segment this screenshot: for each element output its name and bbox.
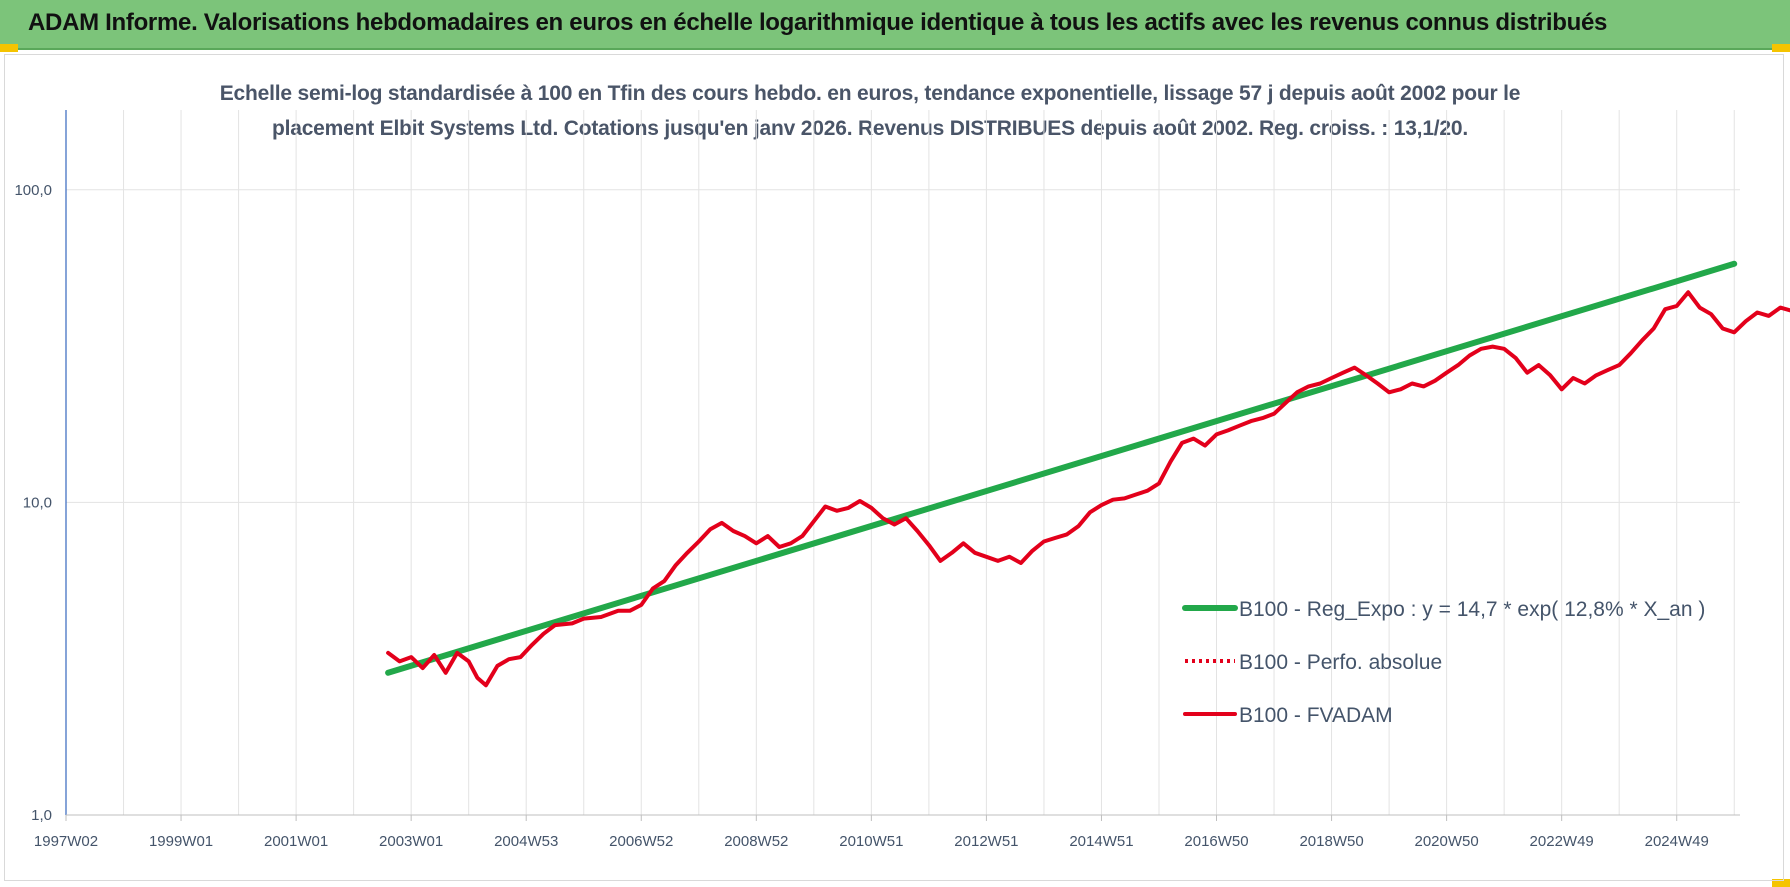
x-tick-label: 2020W50 — [1415, 833, 1479, 850]
series-regression-line — [385, 260, 1738, 676]
chart-subtitle: Echelle semi-log standardisée à 100 en T… — [160, 76, 1580, 146]
corner-marker-left — [0, 44, 18, 52]
x-tick-label: 2001W01 — [264, 833, 328, 850]
x-tick-label: 1999W01 — [149, 833, 213, 850]
corner-marker-right — [1772, 44, 1790, 52]
page-title: ADAM Informe. Valorisations hebdomadaire… — [28, 9, 1608, 36]
legend-label: B100 - Reg_Expo : y = 14,7 * exp( 12,8% … — [1239, 598, 1705, 621]
x-tick-label: 2004W53 — [494, 833, 558, 850]
x-tick-label: 2022W49 — [1530, 833, 1594, 850]
series-fvadam-line — [386, 290, 1790, 688]
chart-frame — [4, 54, 1784, 881]
y-tick-label: 10,0 — [23, 494, 52, 511]
x-tick-label: 2010W51 — [839, 833, 903, 850]
legend-label: B100 - FVADAM — [1239, 704, 1393, 727]
title-bar: ADAM Informe. Valorisations hebdomadaire… — [0, 0, 1790, 50]
legend-label: B100 - Perfo. absolue — [1239, 651, 1442, 674]
x-tick-label: 2006W52 — [609, 833, 673, 850]
chart-subtitle-line-2: placement Elbit Systems Ltd. Cotations j… — [271, 117, 1469, 140]
x-tick-label: 2003W01 — [379, 833, 443, 850]
x-axis-ticks: 1997W02 1999W01 2001W01 2003W01 2004W53 2006W… — [34, 815, 1709, 850]
x-tick-label: 2014W51 — [1069, 833, 1133, 850]
axes — [65, 110, 1740, 816]
corner-marker-bottom-right — [1772, 879, 1790, 887]
series-layer — [385, 260, 1790, 688]
y-axis-ticks: 1,0 10,0 100,0 — [14, 182, 52, 824]
grid-lines — [65, 110, 1740, 816]
y-tick-label: 100,0 — [14, 182, 52, 199]
chart-subtitle-line-1: Echelle semi-log standardisée à 100 en T… — [219, 82, 1521, 105]
x-tick-label: 2018W50 — [1299, 833, 1363, 850]
x-tick-label: 2012W51 — [954, 833, 1018, 850]
x-tick-label: 2016W50 — [1184, 833, 1248, 850]
legend: B100 - Reg_Expo : y = 14,7 * exp( 12,8% … — [1182, 598, 1705, 727]
x-tick-label: 2024W49 — [1645, 833, 1709, 850]
x-tick-label: 2008W52 — [724, 833, 788, 850]
x-tick-label: 1997W02 — [34, 833, 98, 850]
y-tick-label: 1,0 — [31, 807, 52, 824]
